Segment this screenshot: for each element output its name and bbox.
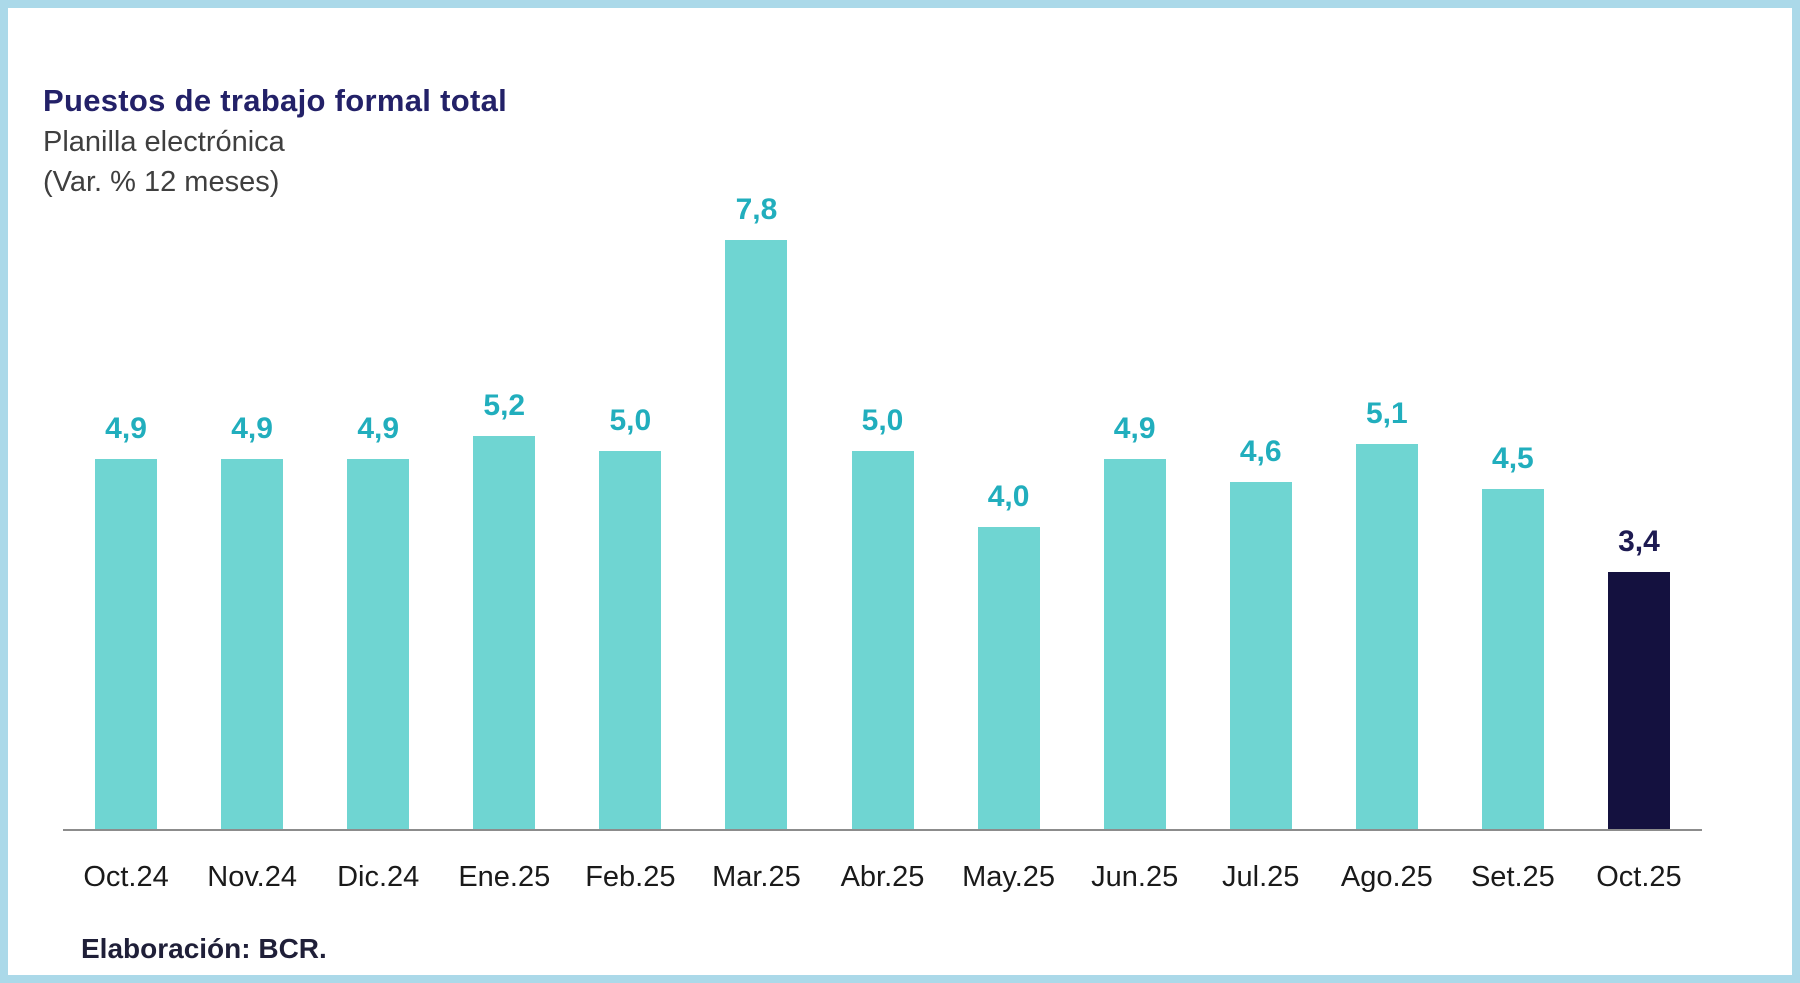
- bar-value-label: 4,9: [105, 412, 147, 445]
- bar: [977, 527, 1040, 829]
- x-axis-tick-label: Jul.25: [1222, 861, 1300, 893]
- x-axis-tick-label: Ene.25: [458, 861, 551, 893]
- bar-value-label: 4,0: [987, 480, 1030, 513]
- bar-column: 3,4: [1576, 149, 1702, 829]
- bar: [725, 240, 788, 829]
- x-axis-tick-label: Abr.25: [840, 861, 925, 893]
- x-axis-tick-label: Jun.25: [1091, 861, 1179, 893]
- bar: [1607, 572, 1670, 829]
- bar-value-label: 5,0: [609, 404, 652, 437]
- bar-column: 4,5: [1450, 149, 1576, 829]
- bar-value-label: 4,5: [1492, 442, 1534, 475]
- bar-column: 5,2: [441, 149, 567, 829]
- bar-column: 5,0: [819, 149, 945, 829]
- bar-column: 7,8: [693, 149, 819, 829]
- x-axis-tick-label: Set.25: [1470, 861, 1555, 893]
- bar: [851, 451, 914, 829]
- bar-column: 4,6: [1198, 149, 1324, 829]
- bar-column: 4,9: [63, 149, 189, 829]
- bar-value-label: 3,4: [1618, 525, 1660, 558]
- chart-title: Puestos de trabajo formal total: [43, 83, 508, 118]
- bar-value-label: 7,8: [735, 193, 778, 226]
- bar-column: 5,1: [1324, 149, 1450, 829]
- bar-column: 4,9: [1072, 149, 1198, 829]
- x-axis-tick-label: Mar.25: [712, 861, 801, 893]
- bar: [599, 451, 662, 829]
- bar-value-label: 4,9: [231, 412, 273, 445]
- bar-value-label: 4,6: [1239, 435, 1282, 468]
- bar: [347, 459, 410, 829]
- bar: [1103, 459, 1166, 829]
- bar: [221, 459, 284, 829]
- x-axis-line: [63, 829, 1702, 831]
- bar: [95, 459, 158, 829]
- chart-unit-note: (Var. % 12 meses): [43, 166, 280, 198]
- bar-column: 5,0: [567, 149, 693, 829]
- bar-value-label: 5,2: [483, 389, 526, 422]
- bar-column: 4,9: [315, 149, 441, 829]
- bar-value-label: 4,9: [357, 412, 400, 445]
- source-note: Elaboración: BCR.: [81, 933, 327, 964]
- bar: [1229, 482, 1292, 829]
- x-axis-tick-label: Oct.25: [1596, 861, 1682, 893]
- x-axis-tick-label: Ago.25: [1340, 861, 1433, 893]
- x-axis-tick-label: Dic.24: [337, 861, 420, 893]
- bars-area: 4,9 4,9 4,9 5,2 5,0 7,8 5,0 4,0 4,9 4,6 5,1 4,5 3,4: [63, 149, 1702, 829]
- x-axis-tick-label: Oct.24: [83, 861, 169, 893]
- bar: [1355, 444, 1418, 829]
- x-axis-tick-label: Nov.24: [207, 861, 297, 893]
- chart-subtitle: Planilla electrónica: [43, 126, 285, 158]
- x-axis-tick-label: May.25: [962, 861, 1056, 893]
- bar-column: 4,9: [189, 149, 315, 829]
- chart-header: Puestos de trabajo formal total Planilla…: [43, 83, 507, 199]
- bar-value-label: 5,1: [1365, 397, 1408, 430]
- bar: [1481, 489, 1544, 829]
- x-axis-tick-label: Feb.25: [585, 861, 676, 893]
- bar-value-label: 5,0: [861, 404, 904, 437]
- x-axis-labels: Oct.24 Nov.24 Dic.24 Ene.25 Feb.25 Mar.25 Abr.…: [63, 861, 1702, 894]
- bar-value-label: 4,9: [1113, 412, 1156, 445]
- bar-column: 4,0: [946, 149, 1072, 829]
- bar: [473, 436, 536, 829]
